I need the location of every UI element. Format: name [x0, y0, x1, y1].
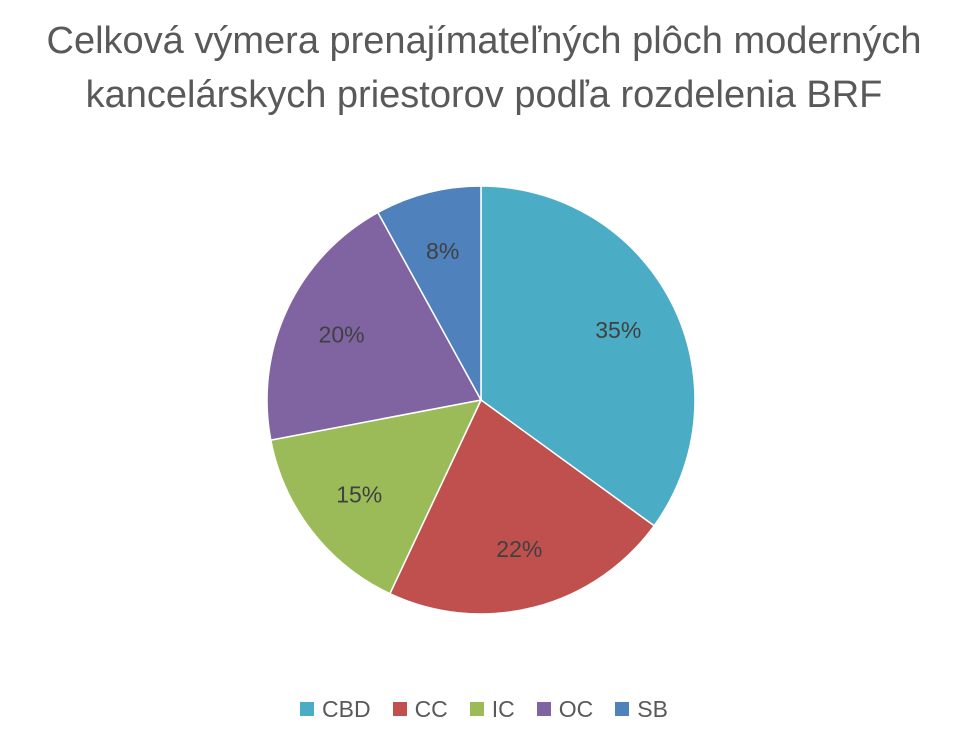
chart-title: Celková výmera prenajímateľných plôch mo… — [0, 14, 968, 122]
legend-label-oc: OC — [558, 696, 594, 722]
data-label-sb: 8% — [426, 238, 459, 264]
chart-legend: CBD CC IC OC SB — [0, 694, 968, 724]
legend-label-cc: CC — [414, 696, 448, 722]
legend-label-cbd: CBD — [322, 696, 371, 722]
pie-slices — [266, 185, 696, 615]
pie-slice-ic — [269, 398, 483, 595]
legend-swatch-sb — [615, 702, 630, 716]
legend-item-cc: CC — [392, 694, 448, 724]
pie-slice-sb — [376, 185, 482, 401]
data-label-oc: 20% — [319, 321, 365, 347]
legend-item-oc: OC — [536, 694, 594, 724]
legend-swatch-cc — [392, 702, 407, 716]
data-label-cc: 22% — [496, 536, 542, 562]
legend-label-ic: IC — [491, 696, 515, 722]
legend-item-sb: SB — [615, 694, 668, 724]
data-label-cbd: 35% — [595, 317, 641, 343]
chart-title-line-1: Celková výmera prenajímateľných plôch mo… — [46, 20, 922, 62]
chart-title-line-2: kancelárskych priestorov podľa rozdeleni… — [85, 74, 883, 116]
legend-item-ic: IC — [469, 694, 515, 724]
legend-swatch-ic — [469, 702, 484, 716]
data-label-ic: 15% — [336, 481, 382, 507]
pie-data-labels: 35% 22% 15% 20% 8% — [319, 238, 642, 562]
legend-item-cbd: CBD — [300, 694, 371, 724]
legend-label-sb: SB — [637, 696, 668, 722]
legend-swatch-cbd — [300, 702, 314, 716]
legend-swatch-oc — [536, 702, 551, 716]
pie-slice-cbd — [480, 185, 696, 527]
pie-slice-oc — [266, 211, 483, 441]
